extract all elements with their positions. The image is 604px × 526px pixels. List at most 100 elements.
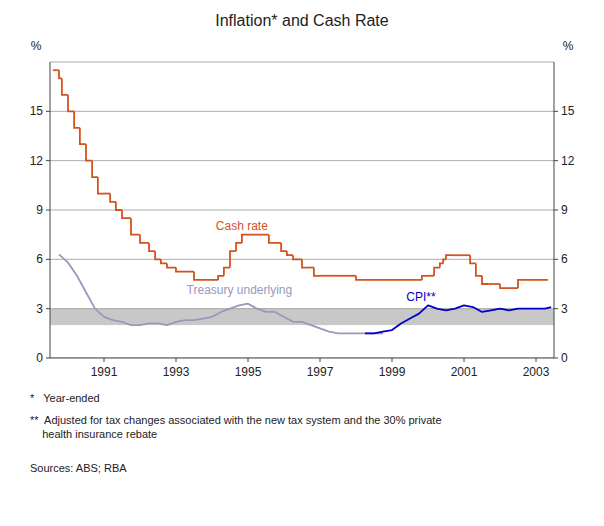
grid-line	[50, 111, 554, 112]
footnote: ** Adjusted for tax changes associated w…	[30, 414, 442, 440]
step-segment	[104, 193, 110, 195]
y-tick-label: 12	[30, 154, 44, 168]
step-segment	[320, 275, 326, 277]
step-segment	[428, 275, 434, 277]
step-segment	[254, 234, 263, 236]
step-segment	[506, 287, 518, 289]
y-axis-label: %	[31, 39, 42, 53]
step-segment	[80, 128, 86, 144]
step-segment	[167, 263, 176, 267]
step-segment	[494, 283, 500, 285]
y2-tick	[554, 111, 558, 112]
step-segment	[476, 263, 482, 275]
step-segment	[275, 242, 281, 244]
step-segment	[236, 243, 242, 251]
y-tick-label: 15	[30, 104, 44, 118]
y-tick	[46, 259, 50, 260]
x-tick	[248, 358, 249, 362]
step-segment	[230, 251, 236, 267]
y-tick-label: 0	[36, 351, 43, 365]
x-tick	[104, 358, 105, 362]
step-segment	[488, 283, 494, 285]
x-tick-label: 2001	[451, 365, 478, 379]
y2-tick	[554, 160, 558, 161]
grid-line	[50, 160, 554, 161]
x-tick	[464, 358, 465, 362]
step-segment	[338, 275, 356, 277]
step-segment	[464, 254, 470, 256]
step-segment	[242, 235, 248, 243]
series	[59, 254, 383, 333]
step-segment	[131, 218, 140, 234]
plot-frame-top	[50, 62, 554, 63]
footnote: * Year-ended	[30, 392, 100, 404]
step-segment	[458, 254, 464, 256]
step-segment	[53, 69, 56, 71]
step-segment	[224, 268, 230, 276]
step-segment	[98, 177, 104, 193]
step-segment	[59, 70, 62, 78]
step-segment	[518, 280, 527, 288]
step-segment	[536, 279, 542, 281]
series	[365, 305, 551, 333]
step-segment	[452, 254, 458, 256]
step-segment	[92, 161, 98, 177]
line	[365, 305, 551, 333]
y2-tick-label: 3	[561, 302, 568, 316]
y-tick-label: 3	[36, 302, 43, 316]
step-segment	[404, 279, 410, 281]
y-tick	[46, 358, 50, 359]
step-segment	[434, 268, 440, 276]
step-segment	[86, 144, 92, 160]
series-label: CPI**	[406, 290, 436, 304]
step-segment	[446, 255, 452, 259]
step-segment	[248, 234, 254, 236]
y2-axis-label: %	[563, 39, 574, 53]
step-segment	[302, 259, 308, 267]
chart: Inflation* and Cash Rate%%03691215036912…	[0, 0, 604, 526]
step-segment	[410, 279, 416, 281]
y2-tick	[554, 308, 558, 309]
step-segment	[326, 275, 332, 277]
series-label: Cash rate	[216, 219, 268, 233]
x-tick-label: 1997	[307, 365, 334, 379]
x-tick-label: 1999	[379, 365, 406, 379]
y2-tick-label: 0	[561, 351, 568, 365]
step-segment	[212, 279, 218, 281]
y-tick	[46, 308, 50, 309]
step-segment	[194, 272, 212, 280]
step-segment	[356, 276, 374, 280]
step-segment	[287, 251, 293, 255]
step-segment	[140, 235, 149, 243]
y2-tick-label: 9	[561, 203, 568, 217]
step-segment	[161, 259, 167, 263]
y2-tick	[554, 358, 558, 359]
x-tick-label: 1993	[163, 365, 190, 379]
x-tick-label: 2003	[523, 365, 550, 379]
grid-line	[50, 358, 554, 359]
step-segment	[116, 202, 122, 210]
step-segment	[293, 255, 302, 259]
step-segment	[392, 279, 398, 281]
grid-line	[50, 210, 554, 211]
step-segment	[155, 251, 161, 259]
plot-area	[50, 70, 554, 358]
step-segment	[443, 259, 446, 263]
y2-tick-label: 12	[561, 154, 575, 168]
y2-tick	[554, 210, 558, 211]
y-tick	[46, 210, 50, 211]
step-segment	[176, 268, 194, 272]
step-segment	[218, 276, 224, 280]
y2-tick-label: 15	[561, 104, 575, 118]
step-segment	[269, 235, 275, 243]
y-tick-label: 9	[36, 203, 43, 217]
step-segment	[527, 279, 536, 281]
step-segment	[374, 279, 392, 281]
y-tick	[46, 111, 50, 112]
y2-tick-label: 6	[561, 252, 568, 266]
line	[59, 254, 383, 333]
step-segment	[281, 243, 287, 251]
step-segment	[149, 243, 155, 251]
step-segment	[398, 279, 404, 281]
series	[53, 70, 548, 288]
